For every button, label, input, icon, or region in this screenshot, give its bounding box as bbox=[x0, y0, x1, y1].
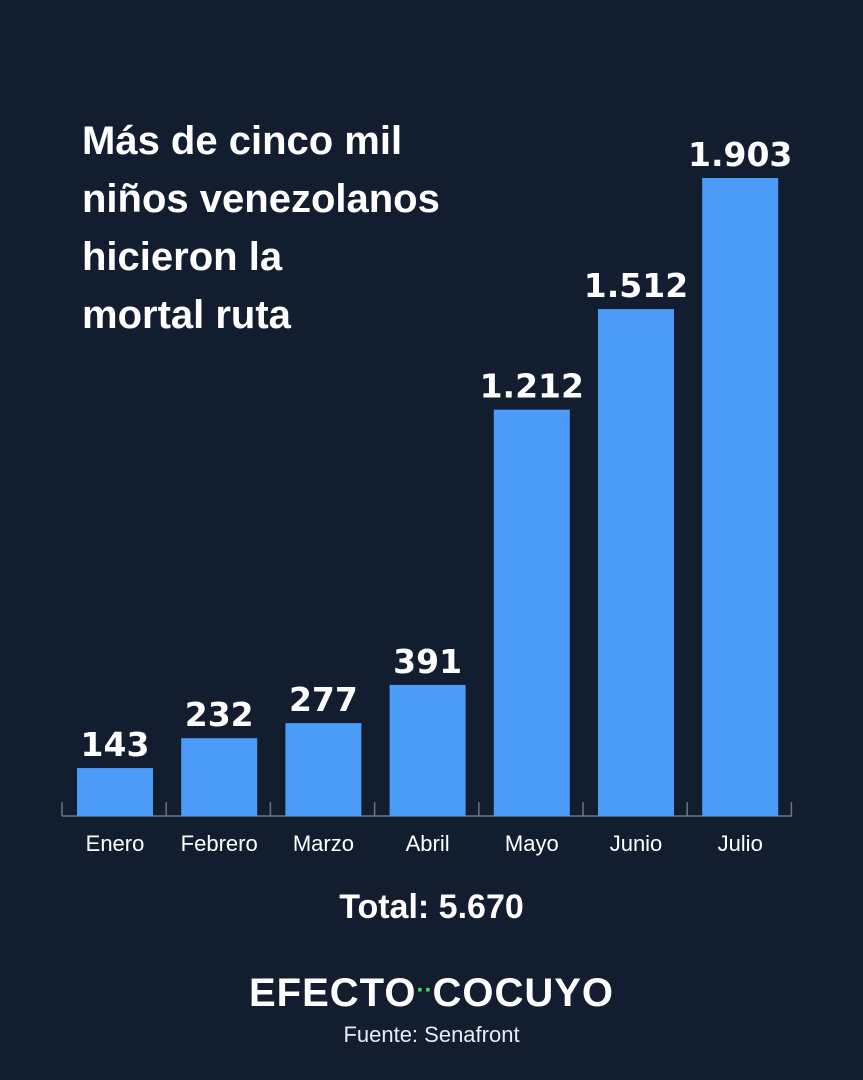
bar bbox=[598, 309, 674, 816]
bar-value-label: 1.903 bbox=[688, 135, 792, 174]
x-tick-label: Abril bbox=[406, 831, 450, 856]
chart-title-line: Más de cinco mil bbox=[82, 119, 403, 163]
brand-logo-left: EFECTO bbox=[248, 971, 417, 1015]
brand-logo-dots: ·· bbox=[416, 977, 433, 1005]
bar bbox=[493, 409, 570, 816]
bar bbox=[702, 178, 779, 816]
x-tick-label: Enero bbox=[86, 831, 145, 856]
x-tick-label: Julio bbox=[718, 831, 763, 856]
bar-value-label: 1.512 bbox=[584, 266, 688, 305]
x-tick-label: Marzo bbox=[293, 831, 354, 856]
bar-value-label: 143 bbox=[81, 725, 150, 764]
chart-title-line: mortal ruta bbox=[82, 293, 291, 337]
bar bbox=[181, 738, 258, 816]
total-label: Total: 5.670 bbox=[339, 888, 524, 926]
bar bbox=[77, 768, 153, 816]
bar-value-label: 232 bbox=[185, 695, 254, 734]
brand-logo: EFECTO··COCUYO bbox=[0, 968, 863, 1020]
x-tick-label: Febrero bbox=[181, 831, 258, 856]
bar-chart: 143 Enero 232 Febrero 277 Marzo 391 Abril 1.212 M… bbox=[61, 135, 792, 856]
bar bbox=[389, 684, 466, 816]
bar-value-label: 1.212 bbox=[480, 367, 584, 406]
chart-title-line: niños venezolanos bbox=[82, 177, 440, 221]
bar-value-label: 277 bbox=[289, 680, 358, 719]
bar-value-label: 391 bbox=[393, 642, 462, 681]
x-tick-label: Mayo bbox=[505, 831, 559, 856]
source-label: Fuente: Senafront bbox=[343, 1022, 520, 1047]
x-tick-label: Junio bbox=[610, 831, 663, 856]
brand-logo-right: COCUYO bbox=[432, 971, 615, 1015]
bar bbox=[285, 723, 362, 816]
chart-title-line: hicieron la bbox=[82, 235, 283, 279]
chart-title: Más de cinco mil niños venezolanos hicie… bbox=[82, 112, 502, 344]
